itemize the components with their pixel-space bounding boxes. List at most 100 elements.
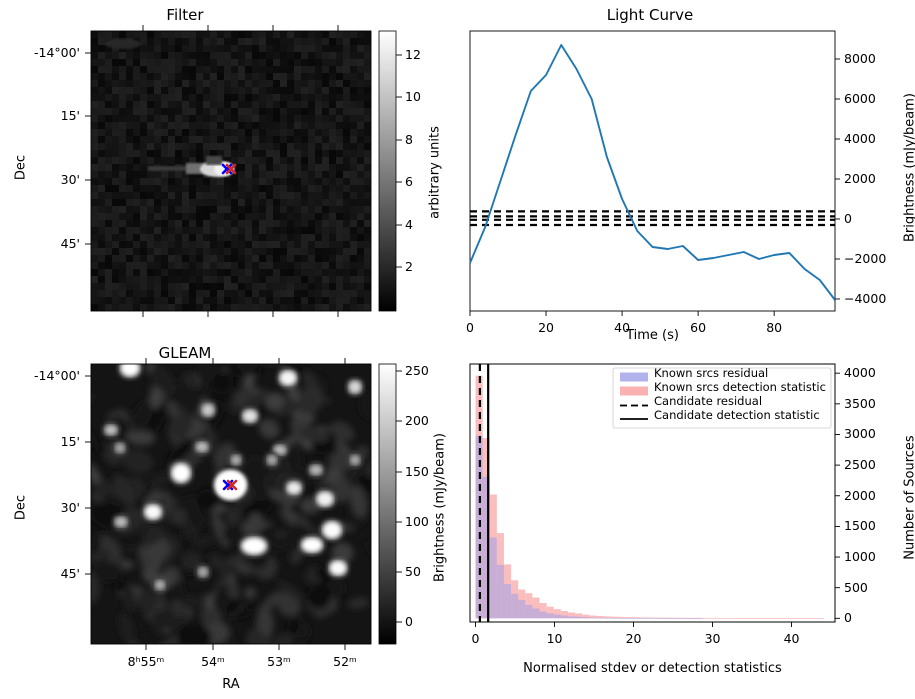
histogram-xlabel: Normalised stdev or detection statistics — [523, 661, 782, 676]
light-curve-xlabel: Time (s) — [626, 328, 679, 343]
filter-colorbar — [379, 31, 396, 311]
histogram-xtick-1: 10 — [546, 631, 563, 646]
histogram-bar-detection — [589, 615, 597, 619]
histogram-bar-detection — [731, 618, 739, 619]
histogram-bar-detection — [809, 618, 817, 619]
histogram-ytick-8: 4000 — [844, 365, 876, 381]
filter-image — [91, 31, 371, 311]
histogram-bar-detection — [567, 612, 576, 619]
histogram-legend — [612, 367, 832, 429]
histogram-bar-detection — [660, 617, 668, 619]
histogram-bar-detection — [795, 618, 803, 619]
histogram-bar-residual — [624, 618, 632, 619]
histogram-ytick-2: 1000 — [844, 549, 876, 565]
histogram-bar-detection — [774, 618, 782, 619]
gleam-colorbar — [379, 364, 396, 644]
gleam-axes — [85, 358, 402, 650]
histogram-bar-residual — [503, 584, 512, 619]
light-curve-axes — [469, 30, 840, 316]
filter-cbtick-3: 8 — [405, 132, 413, 147]
gleam-cbtick-4: 200 — [405, 413, 429, 428]
histogram-bar-detection — [688, 617, 696, 619]
histogram-bar-residual — [653, 618, 661, 620]
histogram-bar-residual — [596, 617, 604, 619]
histogram-bar-detection — [596, 615, 604, 619]
light-curve-ytick-1: 6000 — [844, 91, 876, 106]
histogram-bar-detection — [703, 617, 711, 619]
histogram-bar-residual — [681, 618, 689, 620]
histogram-bar-detection — [646, 617, 654, 619]
histogram-bar-residual — [589, 617, 597, 619]
histogram-bar-detection — [681, 617, 689, 619]
gleam-xtick-3: 52ᵐ — [333, 654, 357, 669]
histogram-bar-detection — [802, 618, 810, 619]
histogram-bar-residual — [475, 435, 483, 619]
legend-label-2: Candidate residual — [654, 394, 763, 408]
histogram-xtick-4: 40 — [783, 631, 800, 646]
gleam-xtick-1: 54ᵐ — [201, 654, 225, 669]
light-curve-ytick-4: 0 — [844, 211, 852, 226]
histogram-bar-residual — [525, 604, 533, 619]
gleam-xtick-0: 8ʰ55ᵐ — [127, 654, 165, 669]
histogram-bar-detection — [546, 606, 554, 619]
legend-label-3: Candidate detection statistic — [654, 408, 820, 422]
histogram-bar-detection — [752, 618, 760, 619]
histogram-bar-detection — [710, 617, 718, 619]
histogram-bar-residual — [695, 618, 704, 620]
histogram-bar-detection — [653, 617, 661, 619]
histogram-bar-detection — [695, 617, 704, 619]
legend-label-1: Known srcs detection statistic — [654, 380, 826, 394]
histogram-bar-residual — [617, 618, 625, 619]
gleam-cbtick-5: 250 — [405, 363, 429, 378]
histogram-bar-residual — [482, 476, 490, 619]
histogram-bar-residual — [518, 599, 526, 619]
histogram-bar-residual — [496, 565, 504, 619]
filter-axes — [85, 25, 402, 317]
histogram-bar-residual — [575, 616, 583, 619]
gleam-panel-title: GLEAM — [158, 344, 212, 362]
x-marker-red — [226, 479, 238, 491]
light-curve-xtick-1: 20 — [538, 320, 554, 335]
histogram-ytick-4: 2000 — [844, 487, 876, 503]
histogram-bar-residual — [674, 618, 682, 620]
gleam-cbtick-3: 150 — [405, 464, 429, 479]
filter-cbtick-1: 4 — [405, 217, 413, 232]
histogram-ytick-6: 3000 — [844, 426, 876, 442]
histogram-axes — [469, 363, 840, 627]
filter-ytick-3: 45' — [60, 236, 80, 251]
histogram-bar-residual — [646, 618, 654, 620]
gleam-image — [91, 364, 371, 644]
light-curve-title: Light Curve — [606, 6, 694, 24]
filter-cbtick-2: 6 — [405, 174, 413, 189]
filter-ytick-2: 30' — [60, 172, 80, 187]
histogram-bar-detection — [759, 618, 768, 619]
gleam-cbtick-1: 50 — [405, 564, 421, 579]
histogram-bar-residual — [539, 611, 547, 619]
histogram-bar-detection — [639, 617, 647, 619]
histogram-ytick-1: 500 — [844, 579, 868, 595]
histogram-bar-residual — [639, 618, 647, 619]
histogram-bar-detection — [717, 617, 725, 619]
histogram-bar-residual — [567, 616, 576, 619]
filter-ytick-1: 15' — [60, 108, 80, 123]
histogram-bar-residual — [688, 618, 696, 620]
histogram-ytick-0: 0 — [844, 610, 852, 626]
histogram-bar-detection — [738, 618, 746, 619]
filter-cbtick-4: 10 — [405, 89, 421, 104]
light-curve-ytick-0: 8000 — [844, 51, 876, 66]
gleam-ytick-3: 45' — [60, 566, 80, 581]
histogram-bar-detection — [674, 617, 682, 619]
histogram-bar-detection — [745, 618, 753, 619]
gleam-ytick-0: -14°00' — [33, 368, 80, 383]
histogram-bar-detection — [816, 618, 824, 619]
light-curve-xtick-3: 60 — [690, 320, 707, 335]
histogram-bar-residual — [667, 618, 675, 620]
x-marker-red — [225, 163, 237, 175]
filter-ytick-0: -14°00' — [33, 45, 80, 60]
histogram-bar-detection — [788, 618, 796, 619]
histogram-bar-residual — [511, 593, 519, 619]
histogram-bar-detection — [532, 597, 540, 619]
histogram-bar-detection — [560, 610, 568, 619]
light-curve-ytick-3: 2000 — [844, 171, 876, 186]
